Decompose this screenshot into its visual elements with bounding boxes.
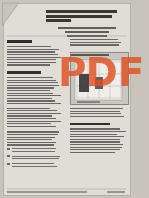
Bar [7,100,55,102]
Bar [7,155,10,157]
Bar [7,51,55,52]
Bar [12,158,59,159]
Bar [66,35,107,37]
Bar [7,82,58,83]
Bar [12,148,56,149]
Bar [7,108,50,109]
Bar [7,57,61,58]
Bar [7,144,54,146]
Bar [70,116,124,117]
Bar [70,108,123,109]
Bar [70,131,127,132]
Bar [7,134,58,135]
Bar [46,15,112,17]
Bar [7,163,10,165]
Bar [70,149,120,150]
Text: PDF: PDF [57,56,145,94]
Polygon shape [3,3,19,25]
Bar [58,27,115,29]
Bar [70,52,128,104]
Bar [70,139,120,140]
Bar [107,191,125,192]
Bar [7,40,32,43]
Bar [7,148,10,150]
Bar [70,39,118,40]
Bar [7,142,55,143]
Bar [7,139,52,140]
Bar [7,98,52,99]
Bar [70,141,120,143]
Bar [70,113,121,114]
Bar [7,80,56,81]
Bar [7,113,61,114]
Bar [70,152,115,153]
Bar [7,87,54,89]
Bar [70,136,124,137]
Bar [70,144,123,145]
Bar [12,151,55,152]
Bar [7,110,57,111]
Bar [12,155,60,157]
Bar [46,19,70,22]
Bar [7,77,53,78]
Bar [12,166,57,167]
Bar [7,93,53,94]
Bar [7,64,51,66]
Bar [7,137,55,138]
Bar [12,163,54,164]
Bar [7,131,59,132]
Bar [70,147,122,148]
Bar [70,128,120,129]
Bar [7,95,60,96]
Bar [7,90,50,91]
Bar [7,85,59,86]
Bar [46,10,117,13]
Bar [7,46,51,47]
Bar [65,31,109,33]
Bar [7,103,61,104]
Bar [70,44,119,46]
Bar [7,121,60,122]
Bar [75,60,122,100]
Bar [77,101,100,103]
Bar [7,123,51,124]
Bar [7,54,58,55]
Bar [70,42,121,43]
Bar [79,74,89,92]
Bar [70,134,117,135]
Bar [7,71,41,74]
Bar [7,59,56,60]
Bar [7,62,56,63]
Bar [70,111,120,112]
Bar [7,191,87,192]
Bar [7,126,56,127]
Bar [7,115,52,116]
Bar [7,49,59,50]
Bar [71,54,109,56]
Bar [7,118,56,119]
Bar [70,123,110,125]
Bar [95,77,103,89]
